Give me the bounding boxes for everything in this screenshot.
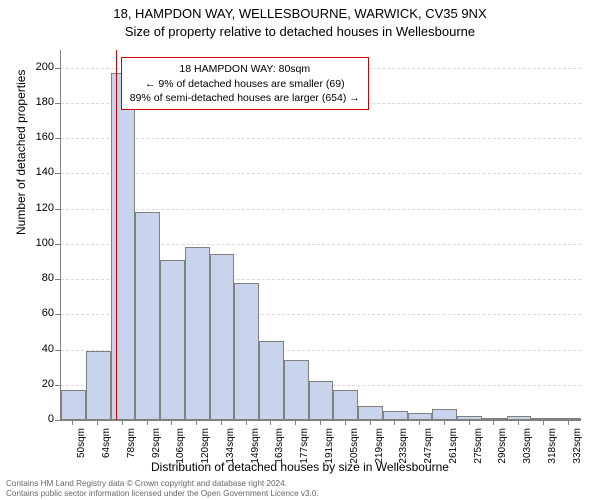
x-tick-label: 177sqm [299,428,310,468]
y-tick-mark [55,385,60,386]
x-tick-mark [493,420,494,425]
y-tick-label: 0 [14,413,54,425]
x-tick-mark [370,420,371,425]
x-tick-mark [196,420,197,425]
legend-line2: ← 9% of detached houses are smaller (69) [130,77,360,91]
x-tick-mark [518,420,519,425]
y-tick-mark [55,103,60,104]
x-tick-mark [394,420,395,425]
histogram-bar [284,360,309,420]
histogram-bar [358,406,383,420]
x-tick-label: 205sqm [349,428,360,468]
x-tick-mark [122,420,123,425]
x-tick-label: 275sqm [473,428,484,468]
gridline [61,209,581,210]
x-tick-label: 120sqm [200,428,211,468]
x-tick-label: 247sqm [423,428,434,468]
x-tick-label: 50sqm [76,428,87,468]
x-tick-label: 191sqm [324,428,335,468]
chart-title-line2: Size of property relative to detached ho… [0,24,600,39]
histogram-bar [234,283,259,420]
x-tick-label: 261sqm [448,428,459,468]
histogram-bar [86,351,111,420]
x-tick-label: 332sqm [572,428,583,468]
x-tick-mark [246,420,247,425]
histogram-bar [259,341,284,420]
histogram-bar [160,260,185,420]
x-tick-mark [72,420,73,425]
y-tick-label: 60 [14,307,54,319]
y-tick-label: 80 [14,272,54,284]
plot-area: 18 HAMPDON WAY: 80sqm← 9% of detached ho… [60,50,581,421]
x-tick-mark [295,420,296,425]
y-tick-mark [55,314,60,315]
histogram-bar [556,418,581,420]
y-tick-label: 160 [14,131,54,143]
x-tick-mark [270,420,271,425]
y-tick-label: 100 [14,237,54,249]
x-tick-mark [444,420,445,425]
x-tick-mark [97,420,98,425]
gridline [61,173,581,174]
x-tick-mark [221,420,222,425]
legend-line3: 89% of semi-detached houses are larger (… [130,91,360,105]
x-tick-label: 163sqm [274,428,285,468]
x-tick-label: 92sqm [151,428,162,468]
x-tick-mark [345,420,346,425]
histogram-bar [457,416,482,420]
y-tick-mark [55,279,60,280]
y-tick-label: 180 [14,96,54,108]
x-tick-label: 318sqm [547,428,558,468]
x-tick-label: 303sqm [522,428,533,468]
x-tick-label: 78sqm [126,428,137,468]
x-tick-mark [469,420,470,425]
y-tick-label: 140 [14,166,54,178]
y-tick-label: 200 [14,61,54,73]
chart-container: 18, HAMPDON WAY, WELLESBOURNE, WARWICK, … [0,0,600,500]
x-tick-label: 290sqm [497,428,508,468]
y-tick-mark [55,209,60,210]
histogram-bar [210,254,235,420]
footer-line2: Contains public sector information licen… [6,489,319,498]
histogram-bar [383,411,408,420]
x-tick-label: 233sqm [398,428,409,468]
y-tick-mark [55,68,60,69]
footer-attribution: Contains HM Land Registry data © Crown c… [6,479,319,498]
y-tick-mark [55,420,60,421]
legend-box: 18 HAMPDON WAY: 80sqm← 9% of detached ho… [121,57,369,110]
x-tick-mark [320,420,321,425]
x-tick-label: 149sqm [250,428,261,468]
x-tick-label: 134sqm [225,428,236,468]
gridline [61,138,581,139]
footer-line1: Contains HM Land Registry data © Crown c… [6,479,319,488]
histogram-bar [309,381,334,420]
y-tick-mark [55,350,60,351]
y-tick-mark [55,138,60,139]
histogram-bar [185,247,210,420]
histogram-bar [333,390,358,420]
x-tick-mark [171,420,172,425]
y-tick-mark [55,244,60,245]
x-tick-label: 219sqm [374,428,385,468]
x-tick-mark [543,420,544,425]
histogram-bar [432,409,457,420]
marker-line [116,50,117,420]
y-tick-label: 40 [14,343,54,355]
histogram-bar [111,73,136,420]
x-tick-label: 106sqm [175,428,186,468]
histogram-bar [135,212,160,420]
histogram-bar [408,413,433,420]
legend-line1: 18 HAMPDON WAY: 80sqm [130,62,360,76]
y-tick-label: 20 [14,378,54,390]
chart-title-line1: 18, HAMPDON WAY, WELLESBOURNE, WARWICK, … [0,6,600,21]
y-tick-mark [55,173,60,174]
x-tick-mark [419,420,420,425]
histogram-bar [531,418,556,420]
histogram-bar [61,390,86,420]
x-tick-mark [147,420,148,425]
y-tick-label: 120 [14,202,54,214]
x-tick-mark [568,420,569,425]
x-tick-label: 64sqm [101,428,112,468]
